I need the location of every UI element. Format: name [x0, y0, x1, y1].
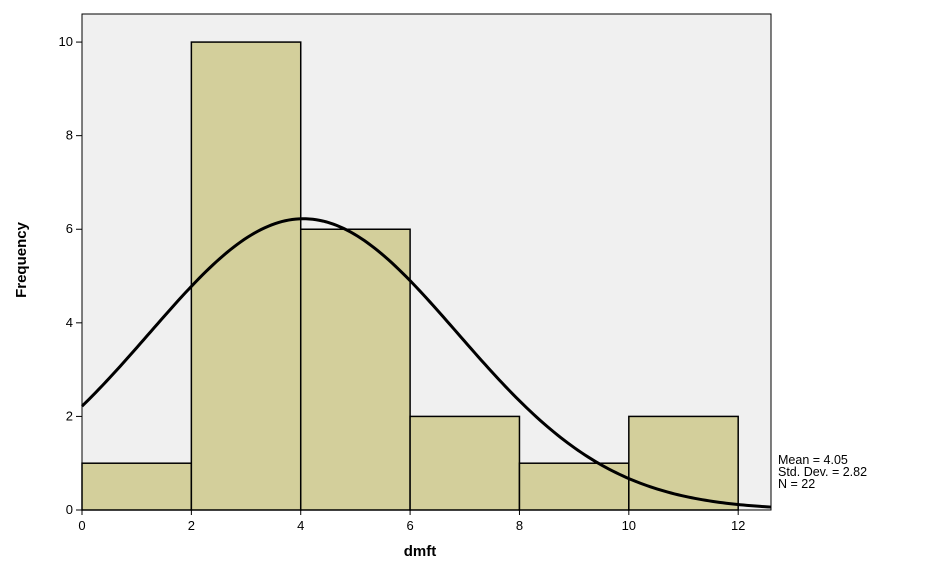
histogram-bar-5: [628, 415, 739, 511]
bars-group: [81, 41, 739, 511]
y-axis-title: Frequency: [13, 221, 30, 298]
stat-mean: Mean = 4.05: [778, 453, 848, 467]
y-tick-label-8: 8: [66, 128, 73, 143]
x-axis-title: dmft: [404, 543, 437, 560]
x-tick-label-2: 2: [188, 518, 195, 533]
x-tick-label-8: 8: [516, 518, 523, 533]
y-tick-label-10: 10: [59, 34, 73, 49]
x-tick-label-4: 4: [297, 518, 304, 533]
y-tick-label-4: 4: [66, 315, 73, 330]
y-tick-label-6: 6: [66, 221, 73, 236]
histogram-bar-2: [299, 228, 411, 511]
normal-curve: [80, 217, 772, 509]
x-tick-label-10: 10: [622, 518, 636, 533]
y-axis: 0 2 4 6 8 10: [59, 34, 82, 517]
x-tick-label-0: 0: [78, 518, 85, 533]
histogram-bar-0: [81, 462, 193, 511]
histogram-bar-3: [409, 415, 521, 511]
stat-std-dev: Std. Dev. = 2.82: [778, 465, 868, 479]
stat-n: N = 22: [778, 477, 816, 491]
x-tick-label-12: 12: [731, 518, 745, 533]
statistics-legend: Mean = 4.05 Std. Dev. = 2.82 N = 22: [778, 453, 868, 491]
histogram-bar-1: [190, 41, 302, 511]
y-tick-label-2: 2: [66, 408, 73, 423]
x-tick-label-6: 6: [406, 518, 413, 533]
y-tick-label-0: 0: [66, 502, 73, 517]
x-axis: 0 2 4 6 8 10 12: [78, 510, 745, 533]
